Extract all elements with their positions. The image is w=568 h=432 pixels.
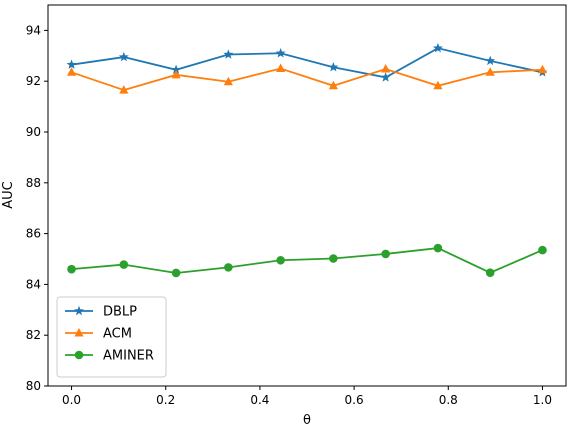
- data-point-aminer: [119, 260, 129, 269]
- data-point-acm: [223, 76, 233, 86]
- x-tick-label: 0.4: [250, 393, 269, 407]
- legend-item-dblp: DBLP: [65, 305, 137, 320]
- data-point-acm: [381, 64, 391, 73]
- x-tick-label: 0.0: [62, 393, 81, 407]
- y-tick-label: 84: [26, 277, 41, 291]
- data-point-dblp: [118, 51, 129, 62]
- legend-marker-dblp: [74, 305, 84, 316]
- series-line-aminer: [71, 247, 543, 274]
- legend-label: ACM: [103, 327, 132, 342]
- data-point-dblp: [275, 48, 286, 58]
- y-tick-label: 86: [26, 227, 41, 241]
- data-point-acm: [433, 80, 443, 90]
- data-point-acm: [171, 69, 181, 79]
- y-tick-label: 82: [26, 328, 41, 342]
- data-point-aminer: [224, 263, 233, 272]
- data-point-acm: [276, 63, 286, 72]
- legend-marker-aminer: [74, 350, 84, 360]
- x-tick-label: 0.2: [156, 393, 175, 407]
- data-point-aminer: [67, 264, 76, 274]
- data-point-aminer: [433, 243, 443, 253]
- data-point-aminer: [485, 268, 495, 278]
- series-line-dblp: [71, 47, 543, 79]
- x-tick-label: 0.6: [345, 393, 364, 407]
- series-acm: [66, 63, 548, 94]
- y-axis-ticks: 80 82 84 86 88 90 92 94: [26, 23, 48, 393]
- data-point-aminer: [329, 254, 338, 263]
- legend-label: AMINER: [103, 349, 154, 364]
- data-point-aminer: [276, 255, 285, 265]
- y-axis-label: AUC: [1, 181, 16, 209]
- series-dblp: [66, 42, 548, 82]
- legend-label: DBLP: [103, 305, 137, 320]
- series-line-acm: [71, 67, 543, 92]
- plot-frame: [47, 4, 567, 387]
- data-point-dblp: [223, 49, 234, 59]
- data-point-dblp: [171, 64, 182, 74]
- legend: DBLP ACM AMINER: [56, 296, 167, 378]
- data-point-acm: [66, 67, 77, 76]
- data-point-acm: [485, 67, 495, 76]
- x-axis-label: θ: [303, 413, 311, 428]
- y-tick-label: 92: [26, 74, 41, 88]
- data-point-dblp: [66, 59, 77, 69]
- legend-marker-acm: [74, 328, 84, 337]
- data-point-aminer: [381, 249, 390, 259]
- data-point-aminer: [538, 245, 547, 255]
- y-tick-label: 80: [26, 379, 41, 393]
- legend-item-aminer: AMINER: [65, 349, 154, 364]
- series-layer: [66, 42, 548, 278]
- y-tick-label: 94: [26, 23, 41, 37]
- y-tick-label: 88: [26, 176, 41, 190]
- x-tick-label: 0.8: [439, 393, 458, 407]
- data-point-dblp: [432, 42, 443, 53]
- legend-box: [56, 296, 167, 378]
- data-point-acm: [537, 64, 548, 74]
- series-aminer: [67, 243, 547, 278]
- legend-item-acm: ACM: [65, 327, 132, 342]
- y-tick-label: 90: [26, 125, 41, 139]
- x-tick-label: 1.0: [533, 393, 552, 407]
- data-point-dblp: [380, 72, 391, 82]
- data-point-aminer: [171, 268, 181, 278]
- data-point-dblp: [328, 62, 339, 72]
- data-point-acm: [328, 80, 338, 90]
- x-axis-ticks: 0.0 0.2 0.4 0.6 0.8 1.0: [62, 386, 552, 407]
- data-point-dblp: [485, 55, 496, 66]
- data-point-acm: [119, 85, 129, 94]
